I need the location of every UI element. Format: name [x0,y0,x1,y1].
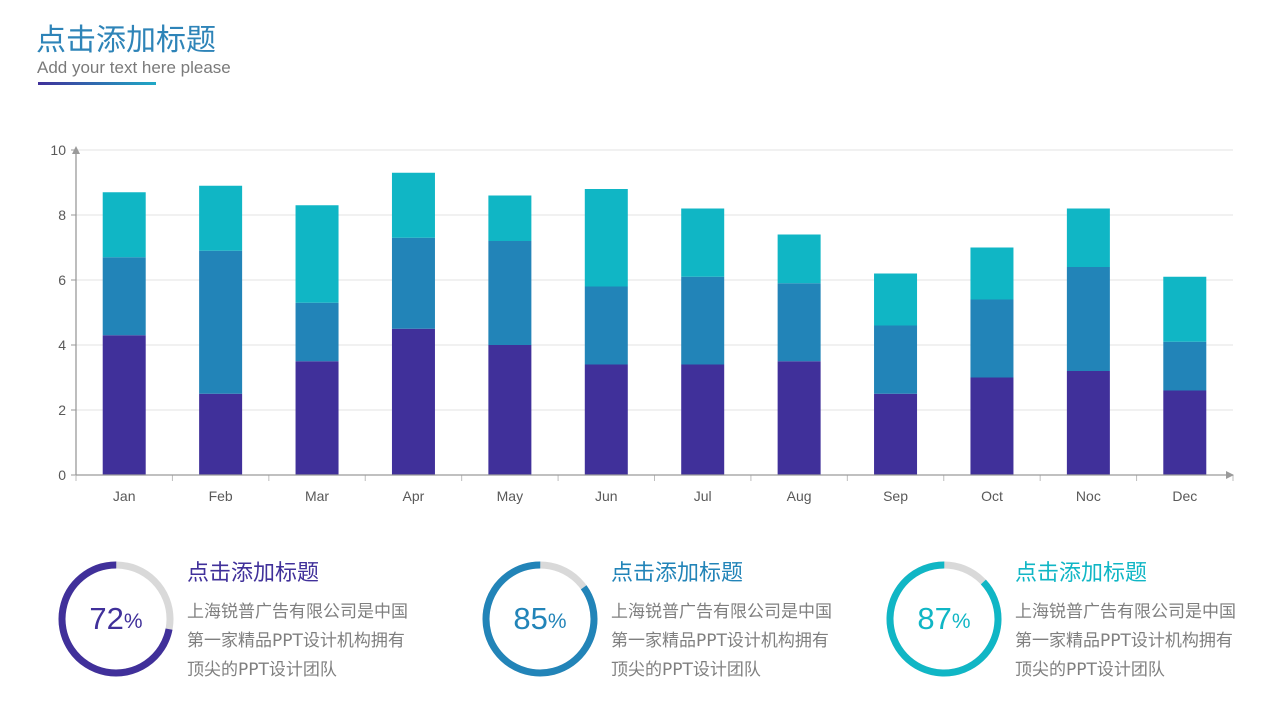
bar-segment [488,241,532,345]
bar-segment [970,377,1014,475]
kpi-description: 上海锐普广告有限公司是中国 第一家精品PPT设计机构拥有 顶尖的PPT设计团队 [611,598,881,685]
bar-segment [391,237,435,329]
bar-segment [1163,276,1207,342]
progress-ring [58,561,174,677]
y-tick-label: 0 [58,467,66,483]
kpi-percent: 85% [481,560,599,678]
progress-ring [886,561,1002,677]
kpi-description: 上海锐普广告有限公司是中国 第一家精品PPT设计机构拥有 顶尖的PPT设计团队 [187,598,457,685]
title-underline [38,82,156,85]
x-tick-label: Jun [595,488,618,504]
kpi-unit: % [123,610,143,633]
kpi-percent: 87% [885,560,1003,678]
page-subtitle: Add your text here please [37,58,231,77]
kpi-value: 87 [917,601,952,636]
bar-segment [584,286,628,365]
x-tick-label: May [497,488,523,504]
bar-segment [1163,341,1207,391]
y-axis-arrow [72,146,80,154]
kpi-description-line: 第一家精品PPT设计机构拥有 [1015,631,1233,651]
kpi-percent: 72% [57,560,175,678]
bar-segment [199,393,243,475]
bar-segment [295,205,339,303]
y-tick-label: 4 [58,337,66,353]
bar-segment [970,247,1014,300]
kpi-unit: % [951,610,971,633]
bar-segment [1163,390,1207,475]
progress-ring [482,561,598,677]
bar-segment [777,283,821,362]
bar-segment [681,208,725,277]
kpi-description-line: 顶尖的PPT设计团队 [187,660,337,680]
ring-progress [58,561,174,677]
kpi-unit: % [547,610,567,633]
x-tick-label: Noc [1076,488,1101,504]
bar-segment [874,273,918,326]
y-tick-label: 2 [58,402,66,418]
x-tick-label: Aug [787,488,812,504]
kpi-block-3: 87% 点击添加标题 上海锐普广告有限公司是中国 第一家精品PPT设计机构拥有 … [885,560,1280,690]
page-title: 点击添加标题 [36,23,216,58]
bar-segment [102,335,146,475]
kpi-description-line: 顶尖的PPT设计团队 [611,660,761,680]
bar-segment [295,361,339,475]
stacked-bar-chart: 0 2 4 6 8 10 Jan Feb Mar Apr May Jun Jul Aug Sep Oct Noc… [50,142,1234,504]
bar-segment [102,192,146,258]
kpi-description-line: 第一家精品PPT设计机构拥有 [611,631,829,651]
bar-segment [295,302,339,362]
bar-segment [488,345,532,475]
bar-segment [102,257,146,336]
bar-segment [681,276,725,365]
kpi-description-line: 顶尖的PPT设计团队 [1015,660,1165,680]
bar-segment [391,172,435,238]
bar-segment [391,328,435,475]
x-axis-arrow [1226,471,1234,479]
kpi-description-line: 上海锐普广告有限公司是中国 [1015,602,1236,622]
kpi-description: 上海锐普广告有限公司是中国 第一家精品PPT设计机构拥有 顶尖的PPT设计团队 [1015,598,1280,685]
bar-segment [1066,267,1110,371]
ring-progress [886,561,1002,677]
kpi-block-1: 72% 点击添加标题 上海锐普广告有限公司是中国 第一家精品PPT设计机构拥有 … [57,560,457,690]
kpi-value: 85 [513,601,548,636]
y-tick-label: 10 [50,142,66,158]
x-tick-label: Sep [883,488,908,504]
x-tick-label: Dec [1172,488,1197,504]
kpi-title: 点击添加标题 [611,561,744,586]
bar-segment [584,364,628,475]
kpi-description-line: 第一家精品PPT设计机构拥有 [187,631,405,651]
bar-segment [681,364,725,475]
x-tick-label: Jul [694,488,712,504]
kpi-block-2: 85% 点击添加标题 上海锐普广告有限公司是中国 第一家精品PPT设计机构拥有 … [481,560,881,690]
bar-segment [1066,371,1110,475]
bar-segment [777,234,821,284]
x-tick-label: Mar [305,488,329,504]
y-tick-label: 8 [58,207,66,223]
kpi-title: 点击添加标题 [187,561,320,586]
y-tick-label: 6 [58,272,66,288]
bar-segment [199,250,243,394]
kpi-description-line: 上海锐普广告有限公司是中国 [611,602,832,622]
bar-segment [777,361,821,475]
bar-segment [1066,208,1110,267]
bar-segment [488,195,532,241]
bar-segment [199,185,243,251]
bar-segment [970,299,1014,378]
kpi-description-line: 上海锐普广告有限公司是中国 [187,602,408,622]
x-tick-label: Apr [403,488,425,504]
x-tick-label: Feb [209,488,233,504]
bar-segment [874,393,918,475]
x-tick-label: Jan [113,488,136,504]
kpi-title: 点击添加标题 [1015,561,1148,586]
x-tick-label: Oct [981,488,1003,504]
bar-segment [874,325,918,394]
kpi-value: 72 [89,601,124,636]
bar-segment [584,189,628,287]
